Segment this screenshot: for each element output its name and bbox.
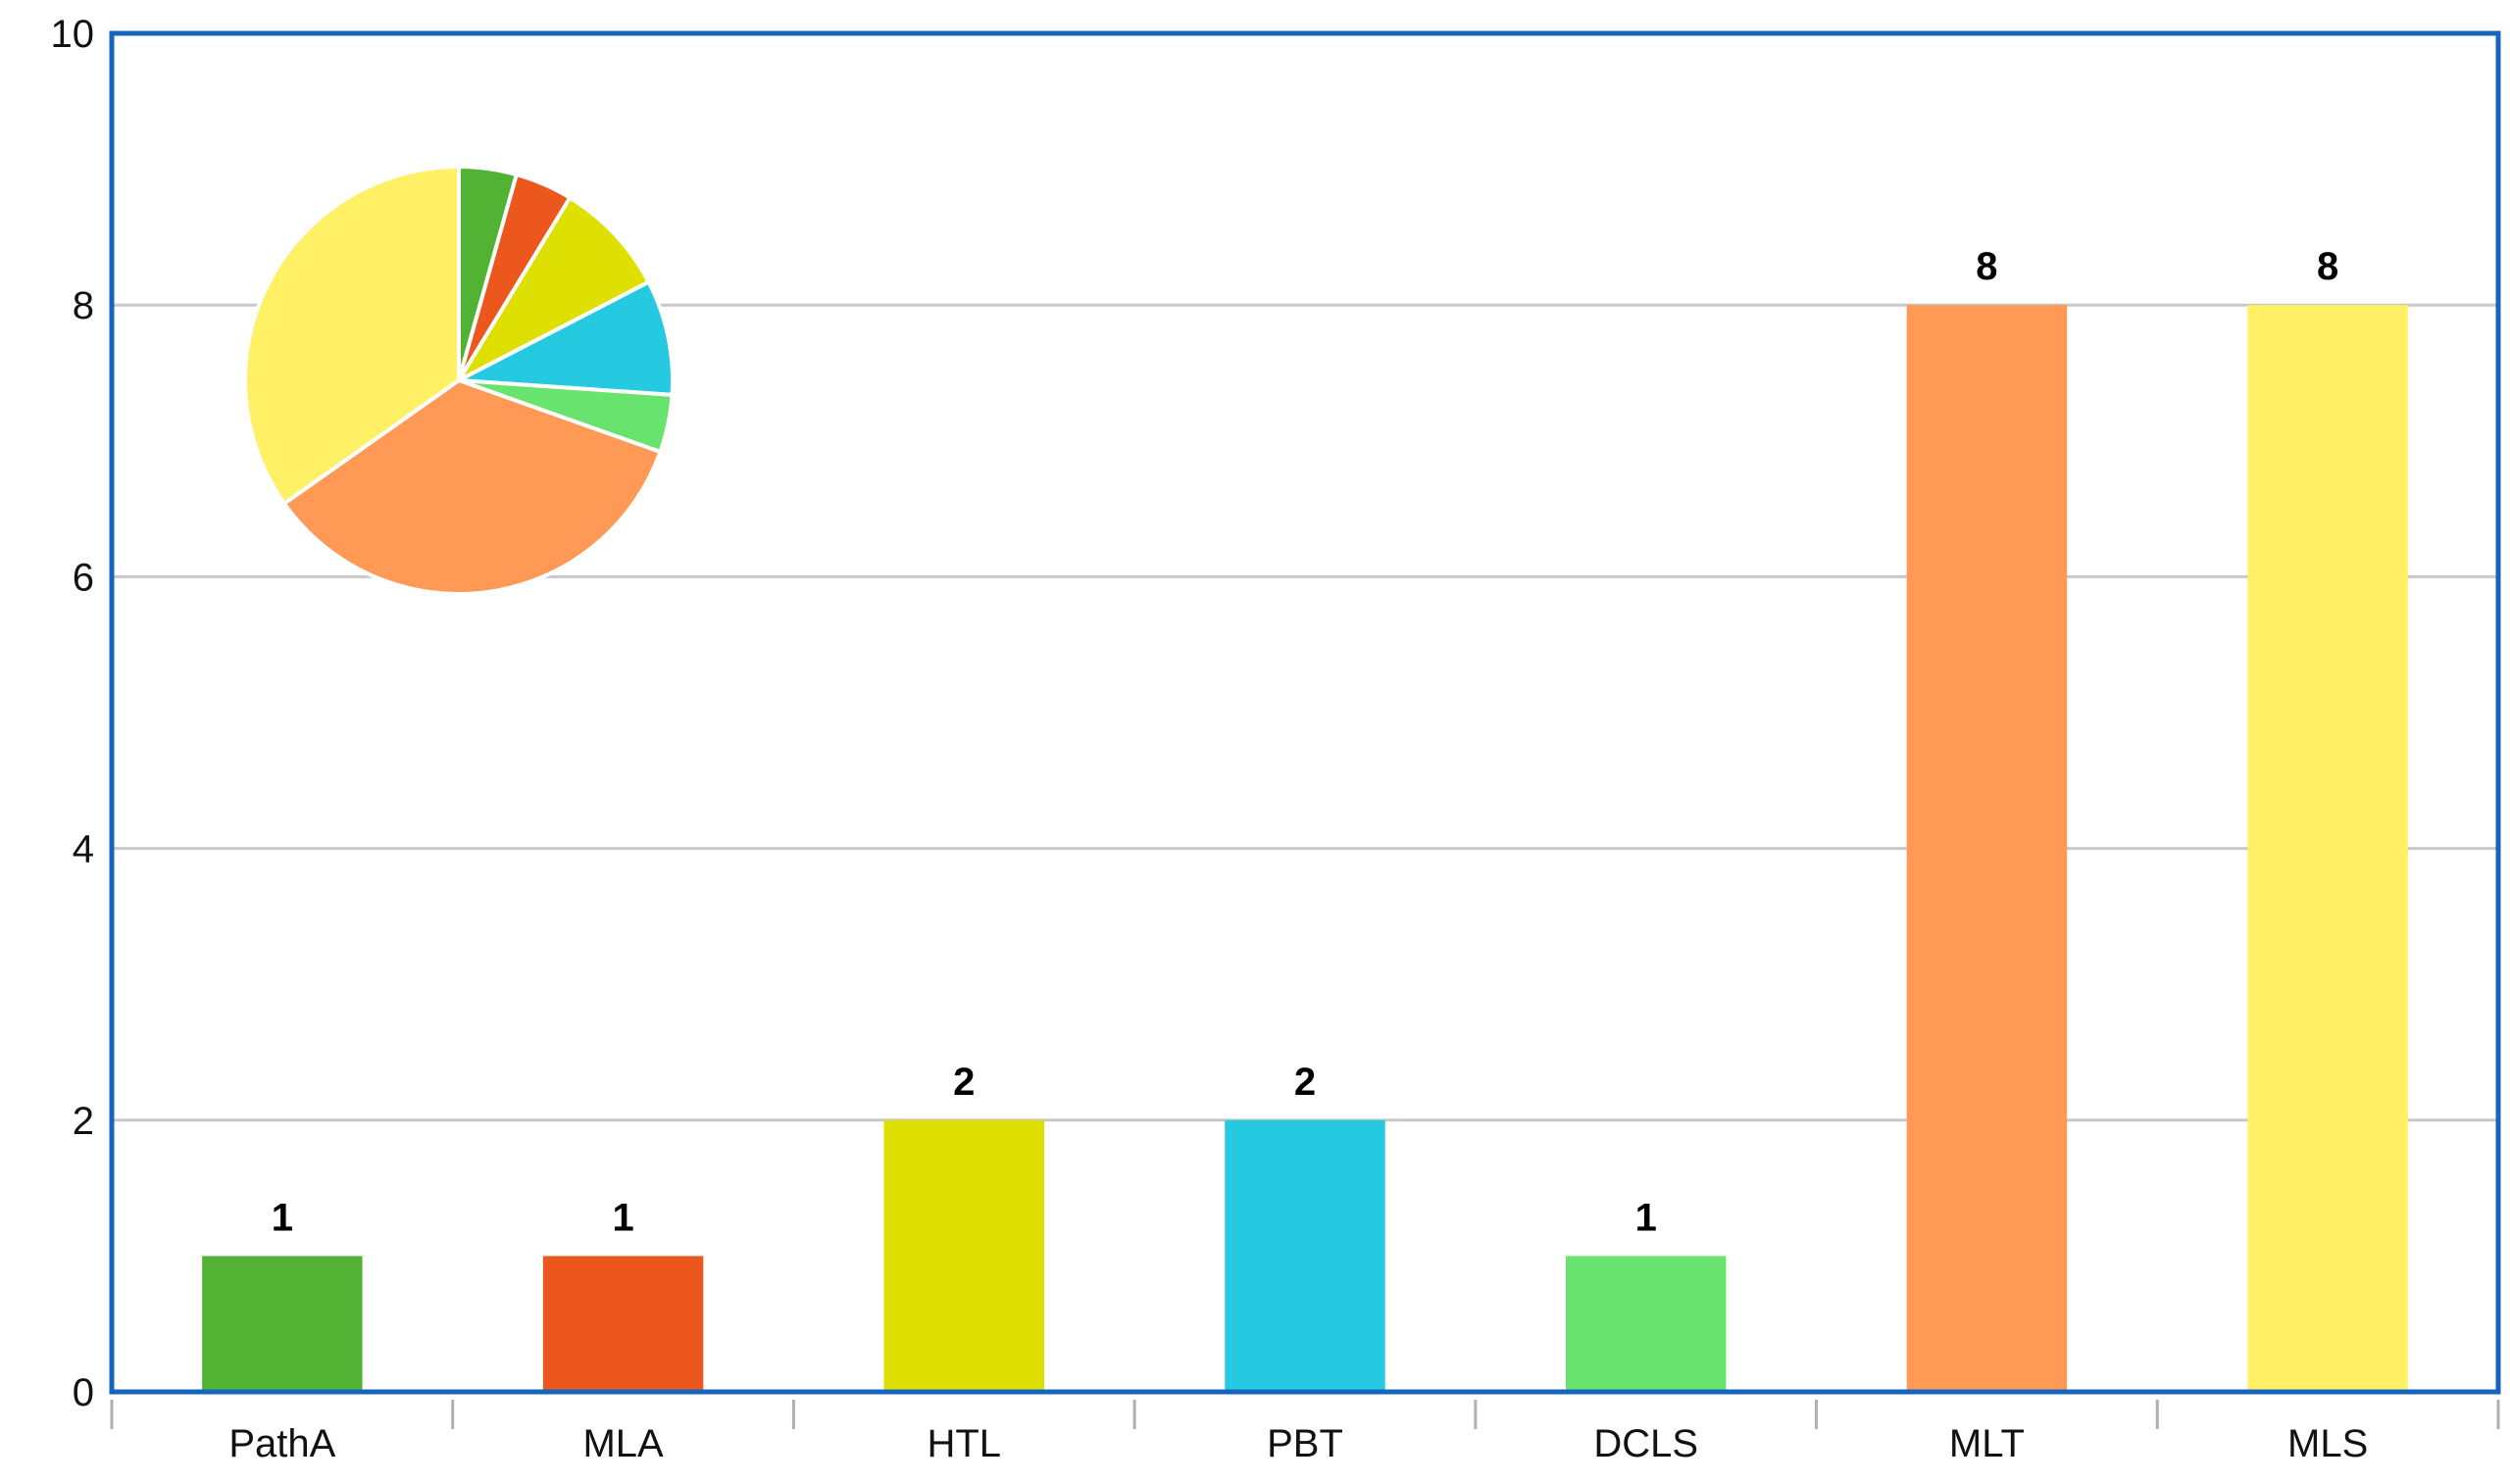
bar-mls [2247, 305, 2408, 1393]
data-label: 8 [2317, 245, 2338, 288]
x-tick-label: DCLS [1593, 1422, 1698, 1465]
bar-htl [883, 1119, 1044, 1392]
data-label: 1 [612, 1196, 633, 1239]
data-label: 2 [1294, 1061, 1316, 1104]
bar-mlt [1906, 305, 2068, 1393]
y-tick-label: 10 [51, 13, 95, 56]
pie-slice-mlt [281, 377, 663, 596]
x-tick-label: MLA [582, 1422, 664, 1465]
bars [202, 305, 2408, 1393]
y-tick-label: 6 [73, 556, 94, 599]
y-tick-label: 4 [73, 828, 94, 871]
data-label: 1 [1635, 1196, 1657, 1239]
data-label: 8 [1976, 245, 1997, 288]
data-label: 1 [272, 1196, 293, 1239]
data-labels: 1 1 2 2 1 8 8 [272, 245, 2339, 1239]
axes: 0 2 4 6 8 10 PathA MLA HTL PBT DCLS MLT MLS [51, 13, 2500, 1465]
bar-pbt [1225, 1119, 1385, 1392]
data-label: 2 [953, 1061, 975, 1104]
y-tick-label: 8 [73, 284, 94, 327]
pie-slice-mls [243, 164, 461, 507]
pie-slice-pbt [451, 279, 675, 398]
x-tick-label: MLT [1949, 1422, 2025, 1465]
plot-frame [109, 30, 2501, 1395]
x-tick-label: HTL [927, 1422, 1001, 1465]
x-tick-label: PBT [1267, 1422, 1343, 1465]
y-tick-label: 2 [73, 1100, 94, 1143]
x-tick-label: MLS [2287, 1422, 2368, 1465]
y-tick-label: 0 [73, 1371, 94, 1414]
bar-mla [542, 1256, 704, 1392]
pie-slice-htl [453, 194, 652, 386]
inset-pie-chart [243, 164, 675, 596]
bar-patha [202, 1256, 363, 1392]
bar-dcls [1566, 1256, 1727, 1392]
x-tick-label: PathA [228, 1422, 335, 1465]
